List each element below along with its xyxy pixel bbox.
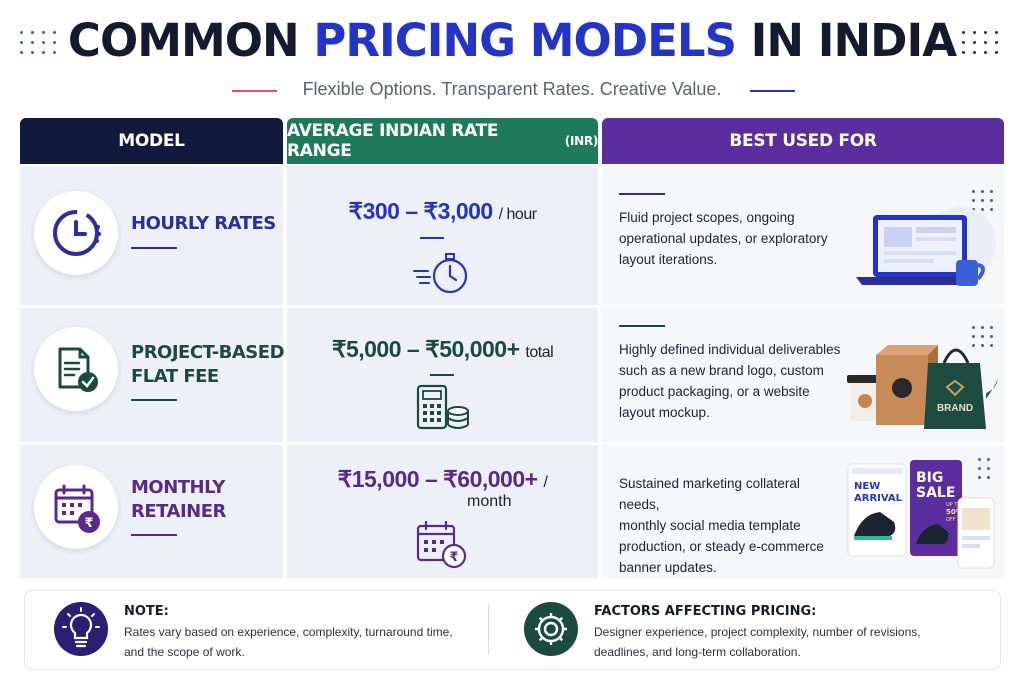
subtitle-left-line (232, 90, 277, 92)
title-part1: COMMON (67, 14, 300, 67)
calculator-coins-icon (416, 384, 469, 430)
row2-dot-grid (972, 326, 993, 347)
factors-text: Designer experience, project complexity,… (594, 622, 974, 662)
row3-desc: Sustained marketing collateral needs, mo… (619, 473, 844, 578)
post2-line5: OFF (946, 517, 956, 523)
post2-line3: UP TO (946, 502, 961, 508)
footer-note-box (24, 590, 1001, 670)
row3-desc-line4: banner updates. (619, 560, 717, 575)
note-text: Rates vary based on experience, complexi… (124, 622, 474, 662)
row1-desc: Fluid project scopes, ongoing operationa… (619, 207, 844, 270)
header-best: BEST USED FOR (602, 118, 1004, 164)
row3-name-line2: RETAINER (131, 501, 226, 522)
clock-icon (34, 191, 118, 275)
row2-desc-line4: layout mockup. (619, 405, 710, 420)
subtitle-right-line (750, 90, 795, 92)
row3-rate-value: ₹15,000 – ₹60,000+ (337, 466, 538, 492)
row1-rate-unit: / hour (498, 206, 537, 223)
row2-rate-underline (430, 374, 454, 376)
factors-title: FACTORS AFFECTING PRICING: (594, 604, 817, 619)
row2-rate-unit: total (525, 344, 554, 361)
row1-desc-line3: layout iterations. (619, 252, 718, 267)
calendar-rupee-icon: ₹ (34, 465, 118, 549)
page-title: COMMON PRICING MODELS IN INDIA (0, 14, 1024, 67)
dot-grid-right (962, 31, 999, 54)
row2-desc-line1: Highly defined individual deliverables (619, 342, 841, 357)
row1-name-line1: HOURLY RATES (131, 213, 276, 234)
header-model: MODEL (20, 118, 283, 164)
note-title: NOTE: (124, 604, 169, 619)
row1-rate-underline (420, 237, 444, 239)
header-rate-label: AVERAGE INDIAN RATE RANGE (287, 121, 499, 161)
row3-dot-grid (978, 458, 990, 479)
header-best-label: BEST USED FOR (729, 131, 877, 151)
factors-text-line1: Designer experience, project complexity,… (594, 625, 921, 639)
calendar-rupee-icon: ₹ (416, 520, 467, 569)
row3-desc-line2: monthly social media template (619, 518, 801, 533)
brand-packaging-illustration: BRAND (847, 345, 998, 429)
laptop-mug-illustration (856, 207, 996, 286)
row2-name-line1: PROJECT-BASED (131, 342, 285, 363)
document-check-icon (34, 327, 118, 411)
header-rate-suffix: (INR) (564, 134, 599, 148)
post2-line1: BIG (916, 470, 943, 486)
row2-model-name: PROJECT-BASED FLAT FEE (131, 341, 285, 389)
row1-model-name: HOURLY RATES (131, 212, 276, 236)
row2-desc: Highly defined individual deliverables s… (619, 339, 854, 423)
row1-dot-grid (972, 190, 993, 211)
row1-rate: ₹300 – ₹3,000 / hour (287, 198, 598, 225)
factors-text-line2: deadlines, and long-term collaboration. (594, 645, 801, 659)
post1-line1: NEW (854, 481, 880, 492)
row2-desc-line (619, 325, 665, 327)
stopwatch-icon (413, 253, 468, 294)
brand-bag-text: BRAND (937, 403, 973, 414)
footer-divider (488, 604, 489, 654)
row2-rate: ₹5,000 – ₹50,000+ total (287, 336, 598, 363)
note-text-line2: and the scope of work. (124, 645, 245, 659)
header-rate: AVERAGE INDIAN RATE RANGE (INR) (287, 118, 598, 164)
row3-name-line1: MONTHLY (131, 477, 225, 498)
svg-text:₹: ₹ (449, 550, 458, 565)
row2-desc-line2: such as a new brand logo, custom (619, 363, 824, 378)
header-model-label: MODEL (118, 131, 185, 151)
row1-model-underline (131, 247, 177, 249)
row3-model-name: MONTHLY RETAINER (131, 476, 226, 524)
svg-text:₹: ₹ (84, 516, 93, 531)
page-subtitle: Flexible Options. Transparent Rates. Cre… (302, 79, 722, 99)
row2-rate-value: ₹5,000 – ₹50,000+ (331, 336, 520, 362)
post1-line2: ARRIVAL (854, 493, 903, 504)
gear-icon (524, 602, 578, 656)
row1-rate-value: ₹300 – ₹3,000 (348, 198, 493, 224)
row1-desc-line2: operational updates, or exploratory (619, 231, 828, 246)
row3-desc-line3: production, or steady e-commerce (619, 539, 824, 554)
social-posts-illustration: NEW ARRIVAL BIG SALE UP TO 50% OFF (847, 460, 995, 569)
dot-grid-left (20, 31, 57, 54)
post2-line2: SALE (916, 485, 955, 501)
row2-desc-line3: product packaging, or a website (619, 384, 810, 399)
row1-desc-line1: Fluid project scopes, ongoing (619, 210, 795, 225)
row2-name-line2: FLAT FEE (131, 366, 219, 387)
row3-model-underline (131, 534, 177, 536)
title-accent: PRICING MODELS (313, 14, 737, 67)
title-part2: IN INDIA (750, 14, 957, 67)
row1-desc-line (619, 193, 665, 195)
row3-desc-line1: Sustained marketing collateral needs, (619, 476, 800, 512)
note-text-line1: Rates vary based on experience, complexi… (124, 625, 453, 639)
row3-rate-unit2: month (467, 493, 512, 510)
row3-rate: ₹15,000 – ₹60,000+ / (287, 466, 598, 493)
row3-rate-unit: / (543, 474, 548, 491)
row1-rate-cell (287, 166, 598, 305)
row2-model-underline (131, 399, 177, 401)
post2-line4: 50% (946, 508, 963, 516)
lightbulb-icon (54, 602, 108, 656)
